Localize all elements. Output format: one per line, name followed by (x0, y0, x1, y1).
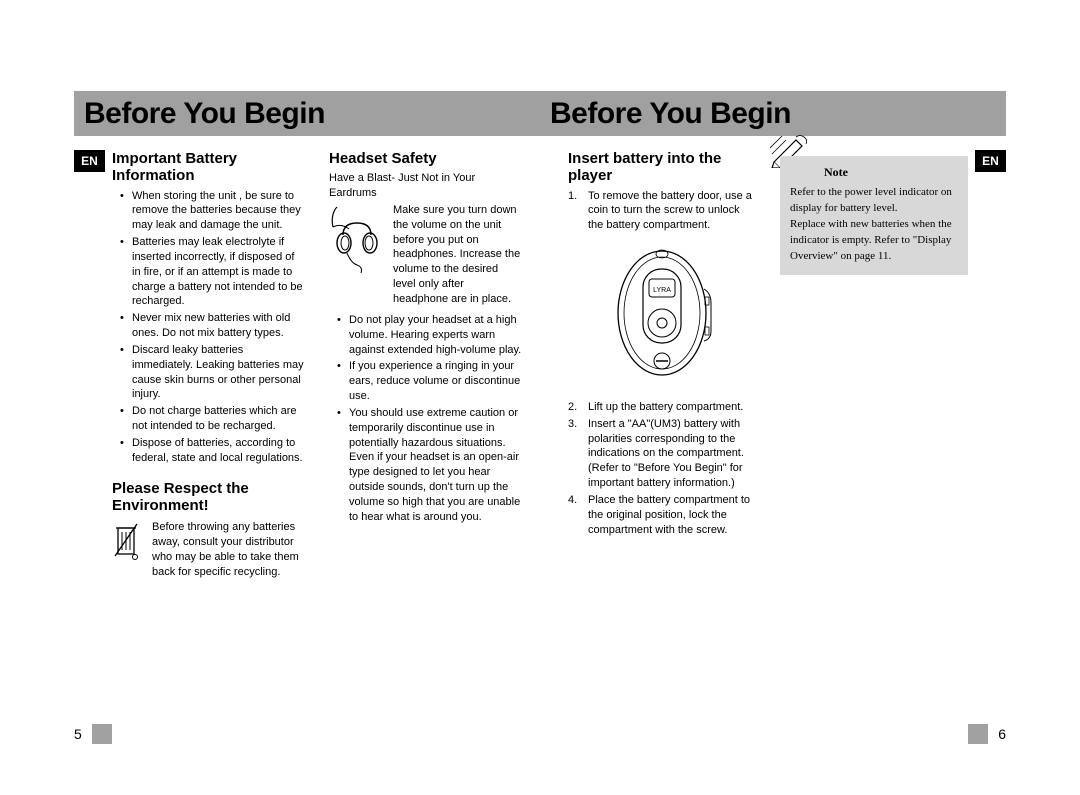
content-left: Important Battery Information When stori… (112, 150, 522, 580)
insert-step: 3.Insert a "AA"(UM3) battery with polari… (568, 417, 756, 491)
page-left: Before You Begin EN Important Battery In… (0, 0, 540, 795)
insert-battery-title: Insert battery into the player (568, 150, 756, 185)
header-title-left: Before You Begin (74, 97, 325, 131)
note-box: Note Refer to the power level indicator … (780, 156, 968, 275)
headset-tip-row: Make sure you turn down the volume on th… (329, 203, 522, 307)
page-number-right: 6 (998, 726, 1006, 742)
header-bar-right: Before You Begin (540, 91, 1006, 136)
lang-badge-right: EN (975, 150, 1006, 172)
header-bar-left: Before You Begin (74, 91, 540, 136)
headset-safety-title: Headset Safety (329, 150, 522, 167)
battery-bullet: When storing the unit , be sure to remov… (112, 189, 305, 234)
headset-tip-text: Make sure you turn down the volume on th… (393, 203, 522, 307)
lang-badge-left: EN (74, 150, 105, 172)
headset-bullets: Do not play your headset at a high volum… (329, 313, 522, 525)
insert-steps-b: 2.Lift up the battery compartment. 3.Ins… (568, 400, 756, 538)
battery-bullets: When storing the unit , be sure to remov… (112, 189, 305, 466)
environment-title: Please Respect the Environment! (112, 480, 305, 515)
note-title: Note (824, 164, 848, 181)
header-title-right: Before You Begin (540, 97, 791, 131)
page-right: Before You Begin EN Insert battery into … (540, 0, 1080, 795)
note-head: Note (790, 164, 958, 181)
headset-intro: Have a Blast- Just Not in Your Eardrums (329, 171, 522, 201)
left-col2: Headset Safety Have a Blast- Just Not in… (329, 150, 522, 580)
battery-bullet: Discard leaky batteries immediately. Lea… (112, 343, 305, 402)
headset-bullet: Do not play your headset at a high volum… (329, 313, 522, 358)
headphones-icon (329, 203, 385, 307)
insert-step: 2.Lift up the battery compartment. (568, 400, 756, 415)
note-body: Refer to the power level indicator on di… (790, 185, 958, 265)
battery-bullet: Dispose of batteries, according to feder… (112, 436, 305, 466)
svg-text:LYRA: LYRA (653, 287, 671, 294)
insert-step: 4.Place the battery compartment to the o… (568, 493, 756, 538)
insert-steps-a: 1.To remove the battery door, use a coin… (568, 189, 756, 234)
page-num-square-left (92, 724, 112, 744)
battery-bullet: Do not charge batteries which are not in… (112, 404, 305, 434)
headset-bullet: You should use extreme caution or tempor… (329, 406, 522, 525)
battery-bullet: Never mix new batteries with old ones. D… (112, 311, 305, 341)
right-col1: Insert battery into the player 1.To remo… (568, 150, 756, 547)
battery-bullet: Batteries may leak electrolyte if insert… (112, 235, 305, 309)
insert-step: 1.To remove the battery door, use a coin… (568, 189, 756, 234)
environment-text: Before throwing any batteries away, cons… (152, 520, 305, 579)
left-col1: Important Battery Information When stori… (112, 150, 305, 580)
page-num-square-right (968, 724, 988, 744)
headset-bullet: If you experience a ringing in your ears… (329, 359, 522, 404)
content-right: Insert battery into the player 1.To remo… (568, 150, 968, 547)
battery-info-title: Important Battery Information (112, 150, 305, 185)
environment-row: Before throwing any batteries away, cons… (112, 520, 305, 579)
mp3-player-icon: LYRA (568, 243, 756, 388)
recycle-bin-icon (112, 520, 142, 579)
page-number-left: 5 (74, 726, 82, 742)
right-col2: Note Refer to the power level indicator … (780, 150, 968, 547)
